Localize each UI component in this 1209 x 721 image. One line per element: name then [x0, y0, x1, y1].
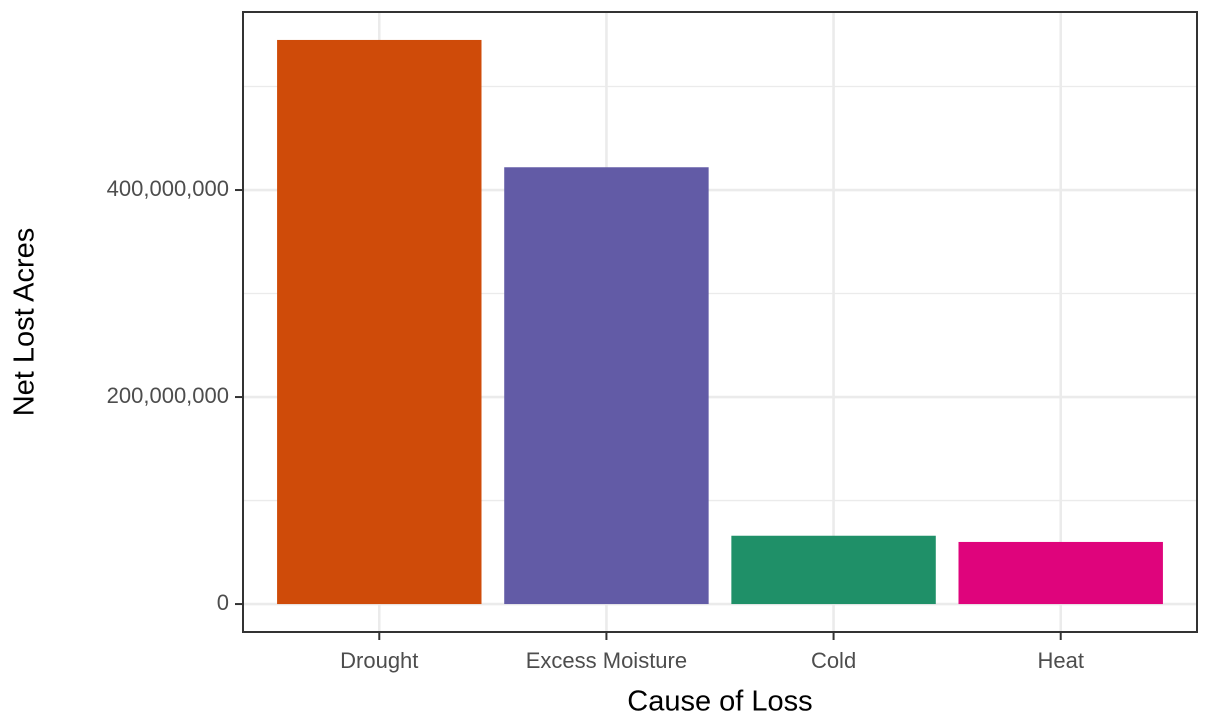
- panel-border: [242, 11, 1198, 633]
- x-tick-label: Drought: [340, 648, 418, 673]
- x-tick-label: Cold: [811, 648, 856, 673]
- y-tick-label: 0: [217, 590, 229, 615]
- y-tick-label: 200,000,000: [107, 383, 229, 408]
- bar: [277, 39, 482, 605]
- bar: [504, 167, 709, 605]
- x-tick-label: Heat: [1037, 648, 1083, 673]
- bar: [958, 541, 1163, 605]
- x-axis-title: Cause of Loss: [627, 686, 812, 718]
- y-axis-title: Net Lost Acres: [9, 228, 41, 417]
- x-tick-label: Excess Moisture: [526, 648, 687, 673]
- bar: [731, 535, 936, 605]
- y-tick-label: 400,000,000: [107, 176, 229, 201]
